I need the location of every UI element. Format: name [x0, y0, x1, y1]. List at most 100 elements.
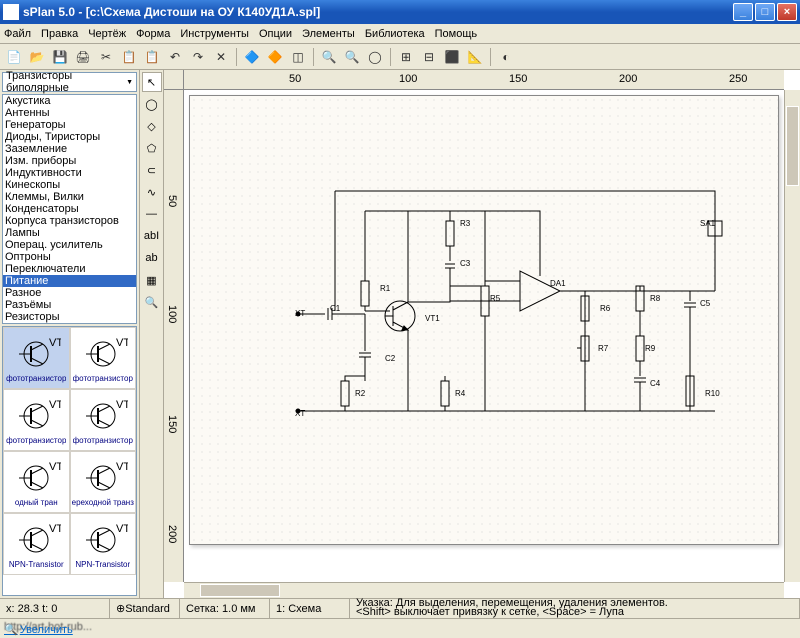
toolbar-button[interactable]: 📋: [119, 47, 139, 67]
tool-button[interactable]: ◇: [142, 116, 162, 136]
toolbar-button[interactable]: ⊞: [396, 47, 416, 67]
svg-text:VT0: VT0: [116, 399, 128, 411]
tool-button[interactable]: ⊂: [142, 160, 162, 180]
menu-Элементы[interactable]: Элементы: [302, 28, 355, 40]
tool-button[interactable]: —: [142, 204, 162, 224]
svg-text:R5: R5: [490, 294, 501, 303]
title-bar: sPlan 5.0 - [с:\Схема Дистоши на ОУ К140…: [0, 0, 800, 24]
menu-Библиотека[interactable]: Библиотека: [365, 28, 425, 40]
menu-Чертёж[interactable]: Чертёж: [88, 28, 126, 40]
tool-button[interactable]: ↖: [142, 72, 162, 92]
svg-text:R9: R9: [645, 344, 656, 353]
scrollbar-vertical[interactable]: [784, 90, 800, 582]
toolbar-button[interactable]: ↶: [165, 47, 185, 67]
category-item[interactable]: Диоды, Тиристоры: [3, 131, 136, 143]
tool-button[interactable]: abI: [142, 226, 162, 246]
tool-button[interactable]: ▦: [142, 270, 162, 290]
close-button[interactable]: ×: [777, 3, 797, 21]
category-item[interactable]: Разъёмы: [3, 299, 136, 311]
toolbar-button[interactable]: 🔍: [342, 47, 362, 67]
category-item[interactable]: Антенны: [3, 107, 136, 119]
category-item[interactable]: Операц. усилитель: [3, 239, 136, 251]
app-icon: [3, 4, 19, 20]
tool-button[interactable]: ⬠: [142, 138, 162, 158]
status-page[interactable]: 1: Схема: [270, 599, 350, 618]
category-item[interactable]: Резисторы: [3, 311, 136, 323]
svg-text:C5: C5: [700, 299, 711, 308]
toolbar-button[interactable]: 📂: [27, 47, 47, 67]
svg-text:C1: C1: [330, 304, 341, 313]
component-cell[interactable]: VT0фототранзистор: [70, 389, 137, 451]
svg-text:VT0: VT0: [49, 399, 61, 411]
category-item[interactable]: Конденсаторы: [3, 203, 136, 215]
toolbar-button[interactable]: 📋: [142, 47, 162, 67]
toolbar-button[interactable]: ↷: [188, 47, 208, 67]
status-coords: x: 28.3 t: 0: [0, 599, 110, 618]
component-cell[interactable]: VT0NPN-Transistor: [3, 513, 70, 575]
category-item[interactable]: Реле: [3, 323, 136, 324]
toolbar-button[interactable]: 🔷: [242, 47, 262, 67]
category-item[interactable]: Изм. приборы: [3, 155, 136, 167]
category-item[interactable]: Генераторы: [3, 119, 136, 131]
minimize-button[interactable]: _: [733, 3, 753, 21]
category-item[interactable]: Клеммы, Вилки: [3, 191, 136, 203]
category-item[interactable]: Кинескопы: [3, 179, 136, 191]
magnify-link[interactable]: 🔍 Увеличить: [4, 623, 73, 636]
schematic-page[interactable]: R3C3R1R5DA1SA1XTC1VT1R6R8C5C2R7R9C4R2R4R…: [189, 95, 779, 545]
toolbar-button[interactable]: ⊟: [419, 47, 439, 67]
component-cell[interactable]: VT0фототранзистор: [3, 389, 70, 451]
browser-status: http://art-hot-rub...: [0, 618, 800, 634]
toolbar-button[interactable]: ⬛: [442, 47, 462, 67]
svg-text:VT0: VT0: [49, 523, 61, 535]
component-grid[interactable]: VT0фототранзисторVT0фототранзисторVT0фот…: [2, 326, 137, 596]
category-item[interactable]: Лампы: [3, 227, 136, 239]
category-item[interactable]: Корпуса транзисторов: [3, 215, 136, 227]
tool-button[interactable]: 🔍: [142, 292, 162, 312]
component-cell[interactable]: VT0одный тран: [3, 451, 70, 513]
menu-Помощь[interactable]: Помощь: [435, 28, 478, 40]
toolbar-button[interactable]: ◫: [288, 47, 308, 67]
category-dropdown[interactable]: Транзисторы биполярные: [2, 72, 137, 92]
category-item[interactable]: Индуктивности: [3, 167, 136, 179]
toolbar-button[interactable]: ✂: [96, 47, 116, 67]
menu-Опции[interactable]: Опции: [259, 28, 292, 40]
category-item[interactable]: Оптроны: [3, 251, 136, 263]
toolbar-button[interactable]: 🔶: [265, 47, 285, 67]
menu-Инструменты[interactable]: Инструменты: [180, 28, 249, 40]
category-item[interactable]: Разное: [3, 287, 136, 299]
category-item[interactable]: Заземление: [3, 143, 136, 155]
menu-Файл[interactable]: Файл: [4, 28, 31, 40]
status-grid: Сетка: 1.0 мм: [180, 599, 270, 618]
toolbar-button[interactable]: 🖨: [73, 47, 93, 67]
toolbar-button[interactable]: 💾: [50, 47, 70, 67]
category-item[interactable]: Переключатели: [3, 263, 136, 275]
toolbar-button[interactable]: 📐: [465, 47, 485, 67]
toolbar-button[interactable]: ◐: [496, 47, 516, 67]
component-cell[interactable]: VT0NPN-Transistor: [70, 513, 137, 575]
component-cell[interactable]: VT0фототранзистор: [70, 327, 137, 389]
scroll-thumb-h[interactable]: [200, 584, 280, 597]
category-list[interactable]: АкустикаАнтенныГенераторыДиоды, Тиристор…: [2, 94, 137, 324]
toolbar-button[interactable]: 🔍: [319, 47, 339, 67]
toolbar-button[interactable]: ✕: [211, 47, 231, 67]
toolbar-button[interactable]: 📄: [4, 47, 24, 67]
svg-text:VT0: VT0: [49, 337, 61, 349]
tool-button[interactable]: ab: [142, 248, 162, 268]
window-title: sPlan 5.0 - [с:\Схема Дистоши на ОУ К140…: [23, 5, 731, 19]
tool-button[interactable]: ∿: [142, 182, 162, 202]
menu-Форма[interactable]: Форма: [136, 28, 170, 40]
maximize-button[interactable]: □: [755, 3, 775, 21]
canvas[interactable]: R3C3R1R5DA1SA1XTC1VT1R6R8C5C2R7R9C4R2R4R…: [184, 90, 784, 582]
tool-button[interactable]: ◯: [142, 94, 162, 114]
component-cell[interactable]: VT0ереходной транз: [70, 451, 137, 513]
tool-panel: ↖◯◇⬠⊂∿—abIab▦🔍: [140, 70, 164, 598]
scrollbar-horizontal[interactable]: [184, 582, 784, 598]
scroll-thumb-v[interactable]: [786, 106, 799, 186]
svg-text:XT: XT: [295, 309, 305, 318]
toolbar-button[interactable]: ◯: [365, 47, 385, 67]
component-cell[interactable]: VT0фототранзистор: [3, 327, 70, 389]
svg-text:R1: R1: [380, 284, 391, 293]
category-item[interactable]: Акустика: [3, 95, 136, 107]
category-item[interactable]: Питание: [3, 275, 136, 287]
menu-Правка[interactable]: Правка: [41, 28, 78, 40]
